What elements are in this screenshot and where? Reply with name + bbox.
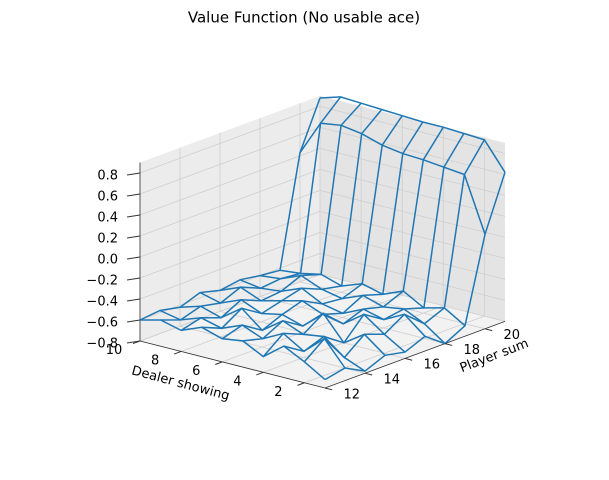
wire-row	[262, 126, 444, 358]
wire-row	[139, 97, 321, 321]
grid-line	[222, 294, 403, 363]
wire-row	[221, 115, 403, 340]
x-axis-line	[324, 321, 506, 389]
z-tick-label: −0.6	[86, 316, 118, 331]
grid-line	[179, 325, 366, 374]
grid-line	[139, 232, 321, 300]
y-tick	[173, 350, 182, 355]
x-tick	[484, 328, 493, 332]
grid-line	[319, 253, 506, 301]
grid-line	[180, 284, 362, 352]
y-tick-label: 10	[106, 343, 123, 358]
z-tick	[126, 235, 141, 239]
y-axis-line	[139, 340, 326, 389]
x-tick-label: 16	[423, 358, 440, 373]
x-tick-label: 20	[503, 328, 520, 343]
y-tick	[256, 371, 264, 376]
y-tick-label: 4	[233, 374, 241, 389]
grid-line	[319, 190, 506, 238]
z-tick-label: −0.8	[86, 337, 118, 352]
y-tick-label: 2	[274, 385, 282, 400]
x-tick-label: 14	[383, 372, 400, 387]
x-tick	[364, 372, 373, 376]
y-tick	[297, 382, 305, 386]
wire-row	[160, 96, 342, 321]
wire-column	[219, 286, 406, 353]
z-tick	[126, 256, 141, 260]
z-tick-label: −0.4	[86, 295, 118, 310]
grid-line	[139, 274, 321, 342]
grid-line	[304, 315, 485, 384]
grid-line	[319, 232, 506, 280]
grid-line	[319, 169, 506, 217]
z-tick	[126, 298, 141, 302]
wire-row	[283, 133, 465, 353]
z-tick-label: 0.6	[97, 190, 118, 205]
grid-line	[139, 190, 321, 258]
grid-line	[139, 127, 321, 195]
wire-column	[279, 269, 466, 327]
x-tick	[444, 343, 453, 346]
grid-line	[139, 169, 321, 237]
z-tick	[126, 193, 141, 197]
wire-column	[140, 319, 326, 381]
wire-column	[239, 279, 426, 337]
wire-column	[299, 122, 486, 235]
wire-row	[324, 172, 506, 381]
floor-pane	[140, 274, 505, 388]
z-tick	[126, 214, 141, 218]
grid-line	[319, 127, 506, 175]
y-tick	[215, 361, 223, 365]
z-tick	[126, 172, 141, 176]
grid-line	[139, 211, 321, 279]
z-tick-label: 0.8	[97, 169, 118, 184]
y-tick-label: 8	[151, 354, 159, 369]
z-tick	[126, 340, 141, 344]
chart-title: Value Function (No usable ace)	[188, 9, 420, 27]
grid-line	[319, 148, 506, 196]
grid-line	[139, 106, 321, 174]
wire-column	[199, 291, 386, 356]
y-axis-label: Dealer showing	[130, 363, 231, 404]
x-tick-label: 12	[343, 387, 360, 402]
wire-column	[159, 309, 346, 369]
z-tick-label: −0.2	[86, 274, 118, 289]
wire-column	[319, 96, 506, 173]
z-tick-label: 0.4	[97, 211, 118, 226]
grid-line	[139, 148, 321, 216]
wire-column	[179, 305, 366, 372]
wire-row	[180, 102, 362, 332]
grid-line	[299, 281, 486, 330]
z-tick-label: 0.2	[97, 232, 118, 247]
y-tick-label: 6	[192, 364, 200, 379]
x-tick	[404, 357, 413, 361]
z-tick	[126, 277, 141, 281]
wire-row	[201, 109, 383, 330]
x-tick	[324, 387, 333, 391]
left-pane	[140, 95, 320, 342]
wire-row	[242, 121, 424, 342]
z-tick	[126, 319, 141, 323]
z-tick-label: 0.0	[97, 253, 118, 268]
wire-column	[259, 274, 446, 345]
x-tick-label: 18	[463, 343, 480, 358]
